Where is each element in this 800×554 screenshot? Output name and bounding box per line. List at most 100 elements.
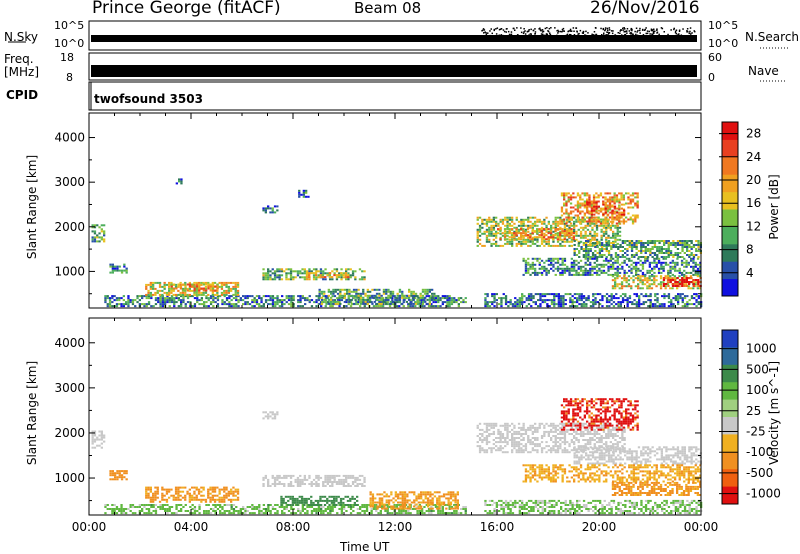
data-cell [695,254,698,256]
data-cell [161,305,164,308]
data-cell [683,257,686,260]
data-cell [118,476,121,479]
data-cell [590,218,593,221]
data-cell [575,248,579,250]
nsky-dot [582,31,585,33]
data-cell [177,490,180,493]
data-cell [660,252,663,254]
data-cell [298,189,301,192]
data-cell [315,278,318,281]
data-cell [635,295,638,298]
data-cell [599,222,603,225]
data-cell [276,478,279,481]
data-cell [529,263,532,266]
data-cell [581,216,584,219]
data-cell [385,501,388,504]
data-cell [536,236,539,239]
data-cell [380,294,383,297]
data-cell [93,230,97,233]
nsky-dot [514,29,516,31]
data-cell [290,297,293,300]
data-cell [267,506,270,508]
data-cell [568,230,571,233]
data-cell [490,226,493,229]
data-cell [330,495,333,498]
data-cell [601,256,604,258]
data-cell [614,254,618,256]
data-cell [541,301,544,304]
data-cell [145,305,148,308]
data-cell [260,510,263,512]
data-cell [274,301,277,304]
data-cell [441,508,444,510]
data-cell [612,273,615,276]
data-cell [349,485,352,487]
nsky-dot [559,30,562,33]
data-cell [299,474,302,477]
data-cell [573,301,577,304]
data-cell [122,295,125,298]
nsky-dot [651,29,654,31]
data-cell [237,510,240,512]
data-cell [631,222,635,225]
data-cell [204,285,208,288]
data-cell [93,438,97,441]
data-cell [673,277,676,280]
data-cell [271,506,275,508]
data-cell [317,270,320,273]
data-cell [358,278,362,281]
data-cell [595,203,598,206]
data-cell [638,305,641,308]
data-cell [427,508,431,510]
data-cell [230,512,233,515]
data-cell [363,506,366,508]
data-cell [335,483,339,485]
data-cell [197,281,201,284]
data-cell [680,273,684,276]
data-cell [622,222,625,225]
data-cell [312,501,315,504]
data-cell [430,512,433,515]
data-cell [292,508,295,510]
data-cell [335,497,338,500]
data-cell [681,240,684,242]
data-cell [686,303,689,306]
data-cell [267,481,270,483]
data-cell [604,209,607,212]
data-cell [345,478,348,481]
data-cell [327,302,330,305]
data-cell [669,254,673,256]
data-cell [604,198,607,201]
data-cell [683,297,687,300]
data-cell [614,240,617,243]
data-cell [601,254,604,256]
data-cell [618,200,621,203]
data-cell [338,483,341,485]
data-cell [572,192,575,195]
data-cell [103,434,106,437]
data-cell [561,240,564,243]
data-cell [693,297,696,300]
data-cell [547,242,550,245]
data-cell [209,492,212,495]
data-cell [430,510,433,512]
data-cell [331,305,334,308]
data-cell [230,303,233,306]
data-cell [653,252,657,254]
data-cell [552,236,555,239]
data-cell [207,293,210,296]
data-cell [304,512,307,515]
nsky-dot [646,32,649,35]
data-cell [602,232,606,235]
data-cell [561,271,564,274]
data-cell [213,293,217,296]
data-cell [656,299,659,302]
data-cell [560,220,564,223]
data-cell [280,497,283,500]
data-cell [106,303,109,306]
data-cell [214,504,217,506]
data-cell [601,246,604,248]
data-cell [305,191,308,194]
data-cell [188,281,191,284]
data-cell [312,268,316,271]
